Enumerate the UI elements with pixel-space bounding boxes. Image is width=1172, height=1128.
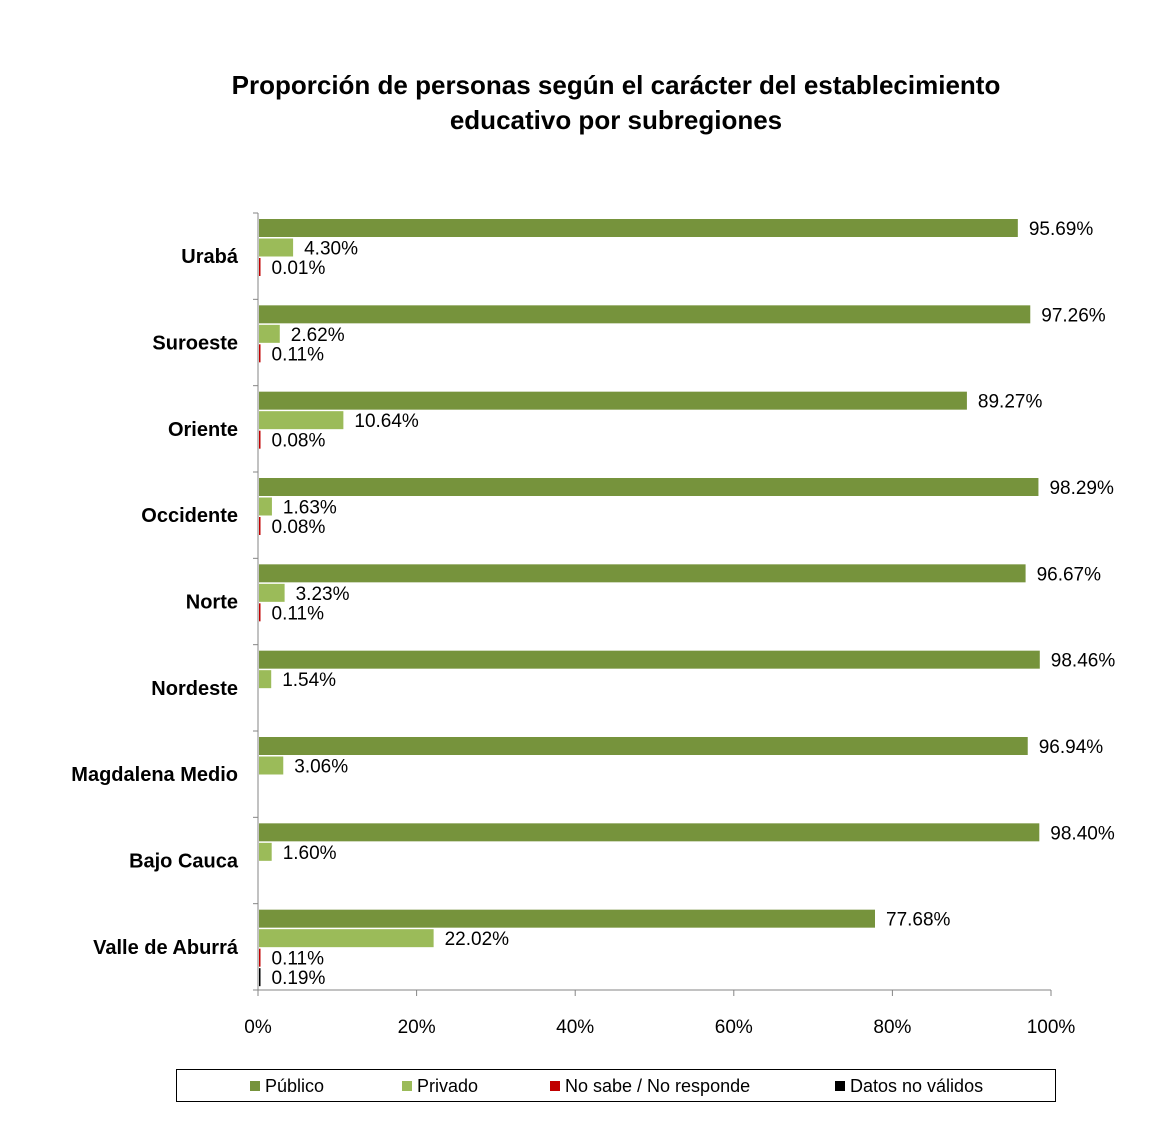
bar-no-sabe-no-responde [259, 603, 261, 622]
data-label: 96.67% [1037, 564, 1102, 585]
bar-privado [259, 842, 272, 861]
legend-label: Datos no válidos [850, 1076, 984, 1096]
data-label: 95.69% [1029, 219, 1094, 240]
bar-privado [259, 497, 272, 516]
data-label: 1.60% [283, 843, 337, 864]
category-label: Suroeste [152, 333, 238, 355]
data-label: 2.62% [291, 325, 345, 346]
bar-privado [259, 324, 280, 343]
legend-item: Datos no válidos [835, 1077, 983, 1095]
data-label: 98.29% [1049, 478, 1114, 499]
bar-privado [259, 411, 344, 430]
data-label: 22.02% [445, 929, 510, 950]
bar-chart: 0% 20% 40% 60% 80% 100% Urabá Suroeste Oriente Oc… [71, 212, 1116, 1038]
data-label: 4.30% [304, 239, 358, 260]
data-label: 96.94% [1039, 737, 1104, 758]
category-label: Norte [186, 592, 238, 614]
legend-item: Público [250, 1077, 324, 1095]
chart-title-line-1: Proporción de personas según el carácter… [231, 70, 1001, 100]
data-label: 0.01% [272, 258, 326, 279]
data-label: 0.11% [272, 949, 325, 970]
legend-item: No sabe / No responde [550, 1077, 750, 1095]
bar-privado [259, 583, 285, 602]
bar-no-sabe-no-responde [259, 344, 261, 363]
data-label: 77.68% [886, 910, 951, 931]
bar-p-blico [259, 219, 1018, 237]
x-tick-label: 20% [398, 1017, 436, 1038]
legend-label: Público [265, 1076, 325, 1096]
bar-p-blico [259, 564, 1026, 583]
data-label: 89.27% [978, 392, 1043, 413]
legend-swatch [835, 1081, 845, 1091]
chart-legend: Público Privado No sabe / No responde Datos… [176, 1069, 1056, 1102]
data-label: 0.08% [272, 517, 326, 538]
legend-swatch [250, 1081, 260, 1091]
x-tick-label: 80% [873, 1017, 911, 1038]
data-label: 1.63% [283, 498, 337, 519]
chart-title-line-2: educativo por subregiones [449, 105, 783, 135]
data-label: 3.23% [296, 584, 350, 605]
data-label: 98.40% [1050, 823, 1115, 844]
x-tick-label: 40% [556, 1017, 594, 1038]
bar-privado [259, 756, 284, 775]
x-tick-label: 60% [715, 1017, 753, 1038]
x-tick-label: 100% [1027, 1017, 1076, 1038]
bar-privado [259, 238, 294, 257]
data-label: 3.06% [294, 757, 348, 778]
bar-p-blico [259, 823, 1040, 842]
bar-p-blico [259, 391, 967, 410]
legend-swatch [550, 1081, 560, 1091]
bar-privado [259, 929, 434, 948]
chart-title: Proporción de personas según el carácter… [0, 68, 1172, 138]
bar-no-sabe-no-responde [259, 258, 261, 276]
bar-p-blico [259, 478, 1039, 496]
data-label: 97.26% [1041, 305, 1106, 326]
data-label: 0.11% [272, 344, 325, 365]
category-label: Bajo Cauca [129, 851, 239, 873]
x-tick-label: 0% [244, 1017, 272, 1038]
data-label: 98.46% [1051, 651, 1116, 672]
bar-no-sabe-no-responde [259, 517, 261, 535]
category-label: Nordeste [151, 678, 238, 700]
legend-label: No sabe / No responde [565, 1076, 751, 1096]
legend-item: Privado [402, 1077, 478, 1095]
bar-p-blico [259, 737, 1028, 755]
bar-p-blico [259, 909, 876, 928]
category-label: Valle de Aburrá [93, 937, 239, 959]
bar-datos-no-v-lidos [259, 968, 261, 987]
data-label: 0.19% [272, 968, 326, 989]
bar-p-blico [259, 305, 1031, 324]
category-label: Occidente [141, 505, 238, 527]
category-label: Magdalena Medio [71, 764, 238, 786]
bar-no-sabe-no-responde [259, 948, 261, 967]
data-label: 10.64% [354, 411, 419, 432]
data-label: 0.08% [272, 431, 326, 452]
legend-label: Privado [417, 1076, 479, 1096]
data-label: 1.54% [282, 670, 336, 691]
legend-swatch [402, 1081, 412, 1091]
category-label: Oriente [168, 419, 238, 441]
category-label: Urabá [181, 246, 239, 268]
data-label: 0.11% [272, 603, 325, 624]
bar-p-blico [259, 650, 1040, 669]
bar-privado [259, 670, 272, 689]
bar-no-sabe-no-responde [259, 430, 261, 449]
